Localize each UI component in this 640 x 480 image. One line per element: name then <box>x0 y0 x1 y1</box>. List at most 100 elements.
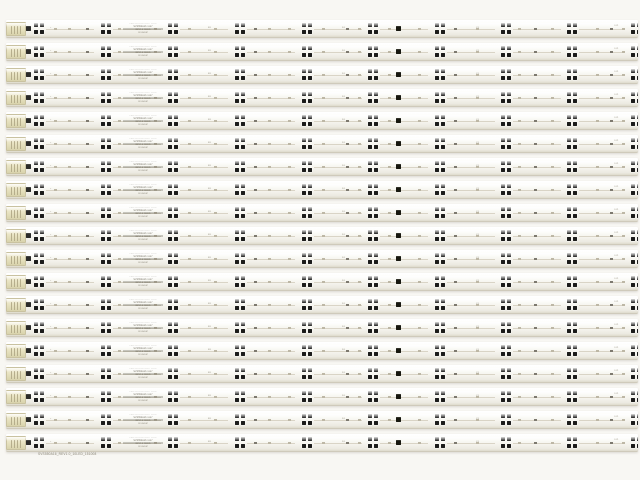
led-cluster[interactable] <box>302 92 313 104</box>
led-cluster[interactable] <box>235 253 246 265</box>
led-cluster[interactable] <box>302 115 313 127</box>
led-cluster[interactable] <box>435 69 446 81</box>
led-strip[interactable]: LED BACKLIGHT BAR SVS550A16 / A17 REV1.0 1… <box>6 43 638 61</box>
led-cluster[interactable] <box>34 138 45 150</box>
led-cluster[interactable] <box>34 253 45 265</box>
led-strip[interactable]: LED BACKLIGHT BAR SVS550A16 / A17 REV1.0 1… <box>6 434 638 452</box>
led-cluster[interactable] <box>168 115 179 127</box>
led-cluster[interactable] <box>567 322 578 334</box>
led-cluster[interactable] <box>501 253 512 265</box>
led-cluster[interactable] <box>168 368 179 380</box>
led-cluster[interactable] <box>435 253 446 265</box>
led-cluster[interactable] <box>235 299 246 311</box>
strip-connector[interactable] <box>6 183 26 197</box>
led-cluster[interactable] <box>435 276 446 288</box>
led-cluster[interactable] <box>235 345 246 357</box>
led-strip[interactable]: LED BACKLIGHT BAR SVS550A16 / A17 REV1.0 1… <box>6 20 638 38</box>
led-cluster[interactable] <box>235 46 246 58</box>
led-cluster[interactable] <box>368 23 379 35</box>
led-cluster[interactable] <box>34 345 45 357</box>
led-cluster[interactable] <box>435 437 446 449</box>
led-cluster[interactable] <box>631 161 638 173</box>
led-cluster[interactable] <box>168 253 179 265</box>
strip-connector[interactable] <box>6 229 26 243</box>
led-cluster[interactable] <box>34 391 45 403</box>
led-cluster[interactable] <box>631 368 638 380</box>
led-cluster[interactable] <box>567 391 578 403</box>
led-cluster[interactable] <box>168 92 179 104</box>
strip-connector[interactable] <box>6 91 26 105</box>
led-cluster[interactable] <box>101 23 112 35</box>
led-cluster[interactable] <box>302 253 313 265</box>
led-cluster[interactable] <box>34 322 45 334</box>
led-cluster[interactable] <box>34 230 45 242</box>
led-strip[interactable]: LED BACKLIGHT BAR SVS550A16 / A17 REV1.0 1… <box>6 158 638 176</box>
led-cluster[interactable] <box>235 69 246 81</box>
led-cluster[interactable] <box>34 368 45 380</box>
led-cluster[interactable] <box>34 414 45 426</box>
led-cluster[interactable] <box>567 276 578 288</box>
led-cluster[interactable] <box>368 391 379 403</box>
led-cluster[interactable] <box>631 414 638 426</box>
led-cluster[interactable] <box>302 368 313 380</box>
led-cluster[interactable] <box>368 345 379 357</box>
led-cluster[interactable] <box>501 299 512 311</box>
led-cluster[interactable] <box>302 299 313 311</box>
led-cluster[interactable] <box>631 46 638 58</box>
led-cluster[interactable] <box>501 276 512 288</box>
led-cluster[interactable] <box>435 322 446 334</box>
led-cluster[interactable] <box>302 345 313 357</box>
led-cluster[interactable] <box>101 161 112 173</box>
led-cluster[interactable] <box>168 138 179 150</box>
led-cluster[interactable] <box>235 161 246 173</box>
led-cluster[interactable] <box>34 23 45 35</box>
led-cluster[interactable] <box>567 414 578 426</box>
led-cluster[interactable] <box>435 299 446 311</box>
led-cluster[interactable] <box>435 161 446 173</box>
strip-connector[interactable] <box>6 45 26 59</box>
led-cluster[interactable] <box>368 184 379 196</box>
led-cluster[interactable] <box>368 437 379 449</box>
led-cluster[interactable] <box>368 414 379 426</box>
led-cluster[interactable] <box>435 230 446 242</box>
led-cluster[interactable] <box>235 23 246 35</box>
led-strip[interactable]: LED BACKLIGHT BAR SVS550A16 / A17 REV1.0 1… <box>6 181 638 199</box>
led-cluster[interactable] <box>567 92 578 104</box>
led-cluster[interactable] <box>567 23 578 35</box>
led-cluster[interactable] <box>302 46 313 58</box>
led-strip[interactable]: LED BACKLIGHT BAR SVS550A16 / A17 REV1.0 1… <box>6 342 638 360</box>
led-strip[interactable]: LED BACKLIGHT BAR SVS550A16 / A17 REV1.0 1… <box>6 250 638 268</box>
led-cluster[interactable] <box>235 414 246 426</box>
led-cluster[interactable] <box>567 230 578 242</box>
led-cluster[interactable] <box>501 92 512 104</box>
led-cluster[interactable] <box>631 322 638 334</box>
led-cluster[interactable] <box>368 230 379 242</box>
strip-connector[interactable] <box>6 114 26 128</box>
led-cluster[interactable] <box>168 437 179 449</box>
led-cluster[interactable] <box>501 345 512 357</box>
led-cluster[interactable] <box>501 368 512 380</box>
led-cluster[interactable] <box>631 299 638 311</box>
led-cluster[interactable] <box>101 138 112 150</box>
led-strip[interactable]: LED BACKLIGHT BAR SVS550A16 / A17 REV1.0 1… <box>6 273 638 291</box>
led-cluster[interactable] <box>302 69 313 81</box>
led-cluster[interactable] <box>501 184 512 196</box>
strip-connector[interactable] <box>6 137 26 151</box>
led-cluster[interactable] <box>368 276 379 288</box>
strip-connector[interactable] <box>6 298 26 312</box>
led-cluster[interactable] <box>435 184 446 196</box>
led-cluster[interactable] <box>235 437 246 449</box>
led-strip[interactable]: LED BACKLIGHT BAR SVS550A16 / A17 REV1.0 1… <box>6 411 638 429</box>
led-strip[interactable]: LED BACKLIGHT BAR SVS550A16 / A17 REV1.0 1… <box>6 365 638 383</box>
strip-connector[interactable] <box>6 206 26 220</box>
led-cluster[interactable] <box>101 299 112 311</box>
led-cluster[interactable] <box>101 391 112 403</box>
led-cluster[interactable] <box>168 322 179 334</box>
led-cluster[interactable] <box>368 368 379 380</box>
led-cluster[interactable] <box>435 391 446 403</box>
led-cluster[interactable] <box>235 368 246 380</box>
led-cluster[interactable] <box>101 184 112 196</box>
led-strip[interactable]: LED BACKLIGHT BAR SVS550A16 / A17 REV1.0 1… <box>6 66 638 84</box>
led-cluster[interactable] <box>567 253 578 265</box>
led-cluster[interactable] <box>34 92 45 104</box>
